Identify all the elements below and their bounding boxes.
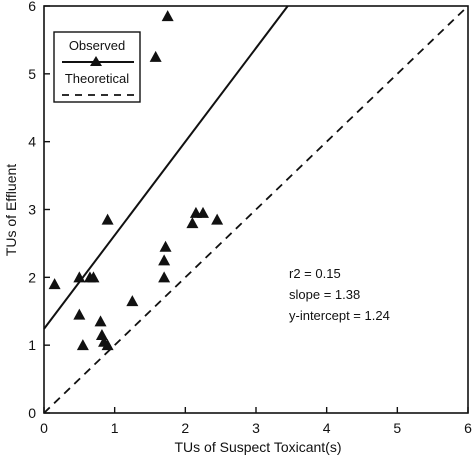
observed-fit-line xyxy=(43,5,289,330)
x-tick-label: 6 xyxy=(464,420,472,436)
y-intercept-label: y-intercept = 1.24 xyxy=(289,308,390,323)
data-point-triangle xyxy=(94,315,107,327)
data-point-triangle xyxy=(158,271,171,283)
data-point-triangle xyxy=(158,254,171,266)
slope-label: slope = 1.38 xyxy=(289,287,360,302)
legend-label-theoretical: Theoretical xyxy=(65,71,129,86)
y-tick-label: 4 xyxy=(28,134,36,150)
y-tick-label: 5 xyxy=(28,66,36,82)
legend-triangle-icon xyxy=(90,56,102,66)
legend: Observed Theoretical xyxy=(53,31,141,103)
y-tick-label: 1 xyxy=(28,337,36,353)
data-point-triangle xyxy=(73,271,86,283)
data-point-triangle xyxy=(161,10,174,22)
data-point-triangle xyxy=(159,240,172,252)
data-point-triangle xyxy=(48,278,61,290)
x-axis-title: TUs of Suspect Toxicant(s) xyxy=(174,439,341,455)
y-tick-label: 0 xyxy=(28,405,36,421)
data-point-triangle xyxy=(197,206,209,218)
legend-label-observed: Observed xyxy=(69,38,125,53)
data-point-triangle xyxy=(87,271,100,283)
data-point-triangle xyxy=(76,339,89,351)
data-point-triangle xyxy=(101,213,114,225)
data-point-triangle xyxy=(211,213,224,225)
y-tick-label: 3 xyxy=(28,202,36,218)
x-tick-label: 2 xyxy=(181,420,189,436)
x-tick-label: 1 xyxy=(111,420,119,436)
data-point-triangle xyxy=(95,328,108,340)
r-squared-label: r2 = 0.15 xyxy=(289,266,341,281)
data-point-triangle xyxy=(186,217,199,229)
x-tick-label: 3 xyxy=(252,420,260,436)
y-tick-label: 2 xyxy=(28,269,36,285)
x-tick-label: 5 xyxy=(393,420,401,436)
stats-annotation: r2 = 0.15 slope = 1.38 y-intercept = 1.2… xyxy=(289,266,390,323)
data-point-triangle xyxy=(101,339,114,351)
x-tick-label: 4 xyxy=(323,420,331,436)
x-tick-label: 0 xyxy=(40,420,48,436)
data-point-triangle xyxy=(149,50,162,62)
y-tick-label: 6 xyxy=(28,0,36,14)
legend-box xyxy=(53,31,141,103)
data-point-triangle xyxy=(73,308,86,320)
data-point-triangle xyxy=(126,295,139,307)
y-axis-title: TUs of Effluent xyxy=(3,164,19,256)
